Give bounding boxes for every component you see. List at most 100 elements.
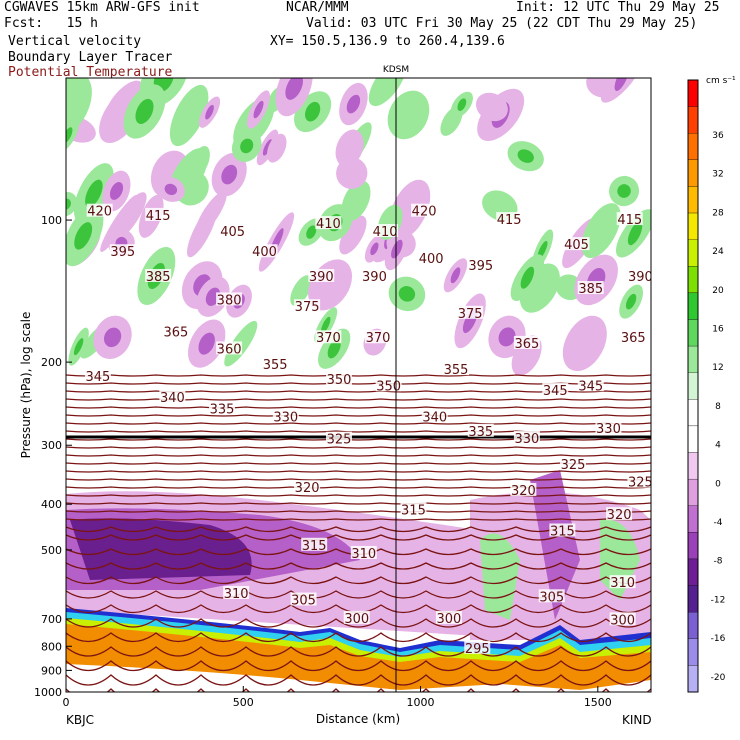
theta-label-bg [272,409,299,423]
velocity-blob-core [73,338,84,356]
theta-label: 390 [309,270,334,285]
theta-label: 310 [351,547,376,562]
theta-contour [66,576,651,585]
colorbar-swatch [687,399,699,427]
colorbar-label: 4 [715,441,721,451]
station-right-label: KIND [622,713,652,727]
theta-label: 325 [628,476,653,491]
theta-label-bg [609,612,636,626]
theta-label-bg [627,268,651,282]
theta-label-bg [290,592,317,606]
theta-contour [66,486,651,489]
theta-contour [66,548,651,556]
velocity-blob-core [253,100,264,119]
theta-label-bg [538,589,565,603]
theta-label-bg [606,507,633,521]
velocity-blob [195,191,227,236]
velocity-blob [387,90,430,140]
theta-label-bg [467,257,494,271]
field-potential-temperature: Potential Temperature [8,65,173,80]
theta-label: 315 [401,503,426,518]
colorbar-swatch [687,292,699,320]
upper-velocity-blobs [66,78,651,376]
velocity-blob-core [625,293,637,310]
colorbar-swatch [687,665,699,693]
theta-label-bg [216,292,243,306]
theta-label: 345 [85,370,110,385]
colorbar-swatch [687,345,699,373]
colorbar-label: 20 [712,286,724,296]
y-tick-label: 700 [41,613,62,626]
velocity-blob-core [205,104,214,120]
velocity-blob-core [103,327,122,348]
theta-label: 350 [327,373,352,388]
theta-contour [66,618,651,628]
theta-contour [66,674,651,686]
theta-label-bg [86,203,113,217]
theta-label: 300 [344,612,369,627]
theta-label: 320 [295,481,320,496]
colorbar-swatch [687,79,699,107]
theta-contour [66,438,651,441]
velocity-blob-core [517,149,534,163]
theta-label: 405 [564,238,589,253]
theta-label: 420 [412,205,437,220]
colorbar-label: 12 [712,363,723,373]
colorbar-label: -20 [711,673,726,683]
velocity-blob-core [285,78,303,100]
theta-contour [66,462,651,465]
theta-label-bg [375,378,402,392]
theta-label-bg [365,330,391,344]
theta-label-bg [595,420,622,434]
theta-label: 335 [468,425,493,440]
y-tick-label: 800 [41,640,62,653]
theta-label-bg [563,237,590,251]
colorbar-label: 24 [712,247,724,257]
theta-label: 410 [373,225,398,240]
velocity-field: 420 415 405 410 410 420 415 415 395 400 400 395 405 3… [66,78,653,692]
station-mid-label: KDSM [383,65,409,75]
theta-label: 395 [110,245,135,260]
theta-label-bg [350,545,377,559]
velocity-blob-core [85,179,103,208]
colorbar-swatch [687,266,699,294]
theta-label: 415 [497,213,522,228]
theta-label: 320 [511,484,536,499]
theta-label-bg [616,212,643,226]
theta-contour [66,446,651,449]
colorbar-swatch [687,505,699,533]
theta-label: 345 [543,384,568,399]
velocity-blob-core [498,327,516,347]
theta-label: 315 [302,539,327,554]
theta-contour [66,422,651,425]
velocity-blob-core [457,98,467,111]
theta-contour [66,494,651,497]
theta-label-bg [219,224,246,238]
theta-label-bg [162,324,189,338]
theta-label: 305 [539,590,564,605]
colorbar-swatch [687,638,699,666]
y-tick-label: 200 [41,356,62,369]
theta-contour [66,430,651,433]
theta-label: 375 [458,307,483,322]
theta-label: 330 [596,422,621,437]
y-tick-label: 300 [41,439,62,452]
theta-label: 320 [607,508,632,523]
velocity-blob [581,203,621,259]
velocity-blob-core [391,239,403,259]
theta-label-bg [84,368,111,382]
theta-contour [66,562,651,570]
theta-label-bg [308,268,335,282]
velocity-blob-core [321,316,331,334]
y-tick-label: 100 [41,214,62,227]
theta-label-bg [496,212,523,226]
theta-contour [66,454,651,457]
theta-contour [66,688,651,692]
theta-label-bg [464,640,491,654]
theta-label-bg [577,378,604,392]
velocity-blob-core [66,127,73,143]
theta-label-bg [620,330,647,344]
xy-range: XY= 150.5,136.9 to 260.4,139.6 [270,34,505,49]
theta-label-bg [262,357,289,371]
theta-label: 415 [146,209,171,224]
